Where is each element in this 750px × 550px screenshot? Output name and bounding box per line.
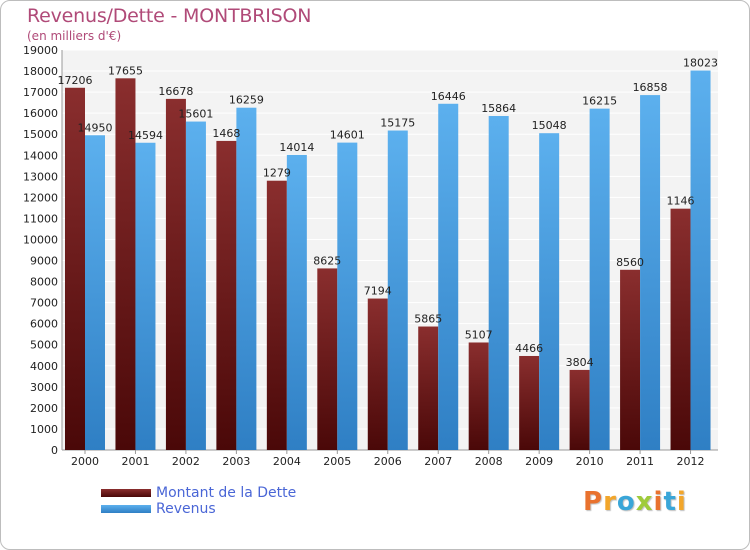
bar-debt bbox=[65, 87, 85, 450]
data-label-revenue: 15864 bbox=[481, 102, 516, 115]
y-tick-label: 16000 bbox=[23, 107, 58, 120]
data-label-debt: 16678 bbox=[158, 85, 193, 98]
y-tick-label: 6000 bbox=[30, 318, 58, 331]
bar-revenue bbox=[387, 130, 408, 451]
y-axis-ticks: 0 1000 2000 3000 4000 5000 6000 7000 8000 9000 100… bbox=[23, 44, 58, 457]
bar-debt bbox=[620, 269, 641, 450]
data-label-debt: 1468 bbox=[212, 127, 240, 140]
chart-title: Revenus/Dette - MONTBRISON bbox=[27, 5, 312, 27]
data-label-debt: 1279 bbox=[263, 167, 291, 180]
bar-revenue bbox=[135, 142, 156, 451]
data-label-revenue: 14601 bbox=[330, 129, 365, 142]
y-tick-label: 13000 bbox=[23, 170, 58, 183]
bar-revenue bbox=[640, 95, 661, 451]
x-axis-ticks: 2000 2001 2002 2003 2004 2005 2006 2007 2008 2009… bbox=[71, 450, 705, 468]
data-label-revenue: 18023 bbox=[683, 57, 718, 70]
y-tick-label: 10000 bbox=[23, 233, 58, 246]
bar-debt bbox=[367, 298, 388, 450]
y-tick-label: 0 bbox=[51, 444, 58, 457]
data-label-revenue: 15601 bbox=[178, 108, 213, 121]
y-tick-label: 2000 bbox=[30, 402, 58, 415]
bars bbox=[65, 70, 711, 451]
y-tick-label: 15000 bbox=[23, 128, 58, 141]
data-label-revenue: 14014 bbox=[279, 141, 314, 154]
data-label-revenue: 14594 bbox=[128, 129, 163, 142]
data-label-debt: 8625 bbox=[313, 254, 341, 267]
data-label-debt: 1146 bbox=[667, 195, 695, 208]
bar-debt bbox=[468, 342, 489, 450]
bar-debt bbox=[216, 140, 237, 450]
data-label-debt: 5865 bbox=[414, 313, 442, 326]
data-label-debt: 7194 bbox=[364, 285, 392, 298]
y-tick-label: 12000 bbox=[23, 191, 58, 204]
data-label-debt: 17655 bbox=[108, 64, 143, 77]
data-label-revenue: 16259 bbox=[229, 94, 264, 107]
data-label-debt: 4466 bbox=[515, 342, 543, 355]
bar-debt bbox=[569, 369, 590, 450]
data-label-revenue: 15048 bbox=[532, 119, 567, 132]
y-tick-label: 4000 bbox=[30, 360, 58, 373]
x-tick-label: 2004 bbox=[273, 455, 301, 468]
y-tick-label: 19000 bbox=[23, 44, 58, 57]
y-tick-label: 7000 bbox=[30, 297, 58, 310]
y-tick-label: 9000 bbox=[30, 255, 58, 268]
x-tick-label: 2007 bbox=[424, 455, 452, 468]
data-label-revenue: 15175 bbox=[380, 117, 415, 130]
data-label-revenue: 16858 bbox=[633, 81, 668, 94]
data-label-debt: 17206 bbox=[58, 74, 93, 87]
y-tick-label: 3000 bbox=[30, 381, 58, 394]
x-tick-label: 2009 bbox=[525, 455, 553, 468]
x-tick-label: 2006 bbox=[374, 455, 402, 468]
x-tick-label: 2011 bbox=[626, 455, 654, 468]
x-tick-label: 2010 bbox=[576, 455, 604, 468]
brand-logo: Proxiti bbox=[583, 487, 687, 517]
y-tick-label: 8000 bbox=[30, 276, 58, 289]
chart-subtitle: (en milliers d'€) bbox=[27, 29, 122, 43]
x-tick-label: 2008 bbox=[475, 455, 503, 468]
bar-revenue bbox=[539, 133, 560, 450]
data-label-debt: 5107 bbox=[465, 328, 493, 341]
data-labels: 17206 14950 17655 14594 16678 15601 1468 16259 1… bbox=[58, 57, 719, 369]
y-tick-label: 14000 bbox=[23, 149, 58, 162]
bar-revenue bbox=[85, 135, 105, 450]
bar-revenue bbox=[438, 103, 459, 450]
bar-revenue bbox=[690, 70, 711, 450]
bar-debt bbox=[418, 326, 439, 450]
bar-debt bbox=[165, 98, 186, 450]
legend-swatch-debt bbox=[101, 489, 151, 497]
y-tick-label: 17000 bbox=[23, 86, 58, 99]
x-tick-label: 2001 bbox=[121, 455, 149, 468]
y-tick-label: 5000 bbox=[30, 339, 58, 352]
legend-label-revenue: Revenus bbox=[156, 501, 216, 517]
y-tick-label: 18000 bbox=[23, 65, 58, 78]
bar-debt bbox=[519, 355, 540, 450]
data-label-revenue: 14950 bbox=[78, 121, 113, 134]
bar-revenue bbox=[589, 108, 610, 450]
x-tick-label: 2012 bbox=[677, 455, 705, 468]
bar-revenue bbox=[488, 116, 509, 450]
data-label-debt: 8560 bbox=[616, 256, 644, 269]
data-label-revenue: 16215 bbox=[582, 95, 617, 108]
x-tick-label: 2003 bbox=[222, 455, 250, 468]
bar-revenue bbox=[185, 121, 206, 450]
bar-debt bbox=[670, 208, 691, 450]
y-tick-label: 11000 bbox=[23, 212, 58, 225]
bar-revenue bbox=[337, 142, 358, 450]
bar-debt bbox=[115, 78, 136, 450]
data-label-revenue: 16446 bbox=[431, 90, 466, 103]
legend-swatch-revenue bbox=[101, 505, 151, 513]
x-tick-label: 2000 bbox=[71, 455, 99, 468]
data-label-debt: 3804 bbox=[566, 356, 594, 369]
y-tick-label: 1000 bbox=[30, 423, 58, 436]
x-tick-label: 2002 bbox=[172, 455, 200, 468]
bar-revenue bbox=[286, 154, 307, 450]
bar-revenue bbox=[236, 107, 257, 450]
x-tick-label: 2005 bbox=[323, 455, 351, 468]
bar-debt bbox=[317, 268, 338, 450]
legend-label-debt: Montant de la Dette bbox=[156, 485, 297, 501]
bar-debt bbox=[266, 180, 287, 450]
